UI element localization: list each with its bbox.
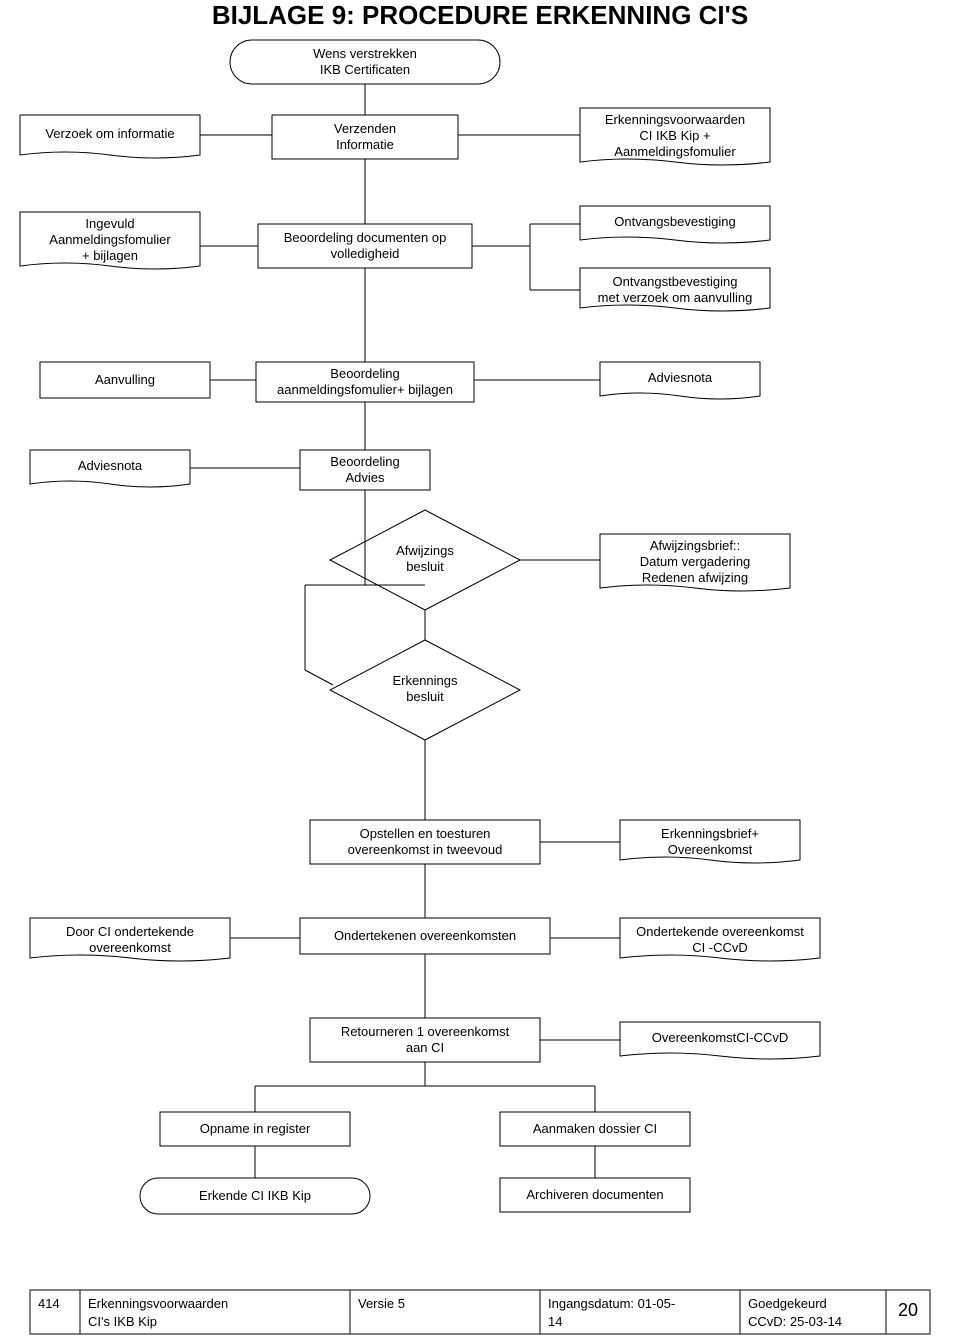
f-c32: 14: [548, 1314, 562, 1329]
row1-r2: CI IKB Kip +: [639, 128, 710, 143]
r7-r: OvereenkomstCI-CCvD: [652, 1030, 789, 1045]
r5-m1: Opstellen en toesturen: [360, 826, 491, 841]
r5-r1: Erkenningsbrief+: [661, 826, 759, 841]
doc-adviesnota: Adviesnota: [600, 362, 760, 399]
proc-beoordeling-advies: Beoordeling Advies: [300, 450, 430, 490]
proc-retourneren: Retourneren 1 overeenkomst aan CI: [310, 1018, 540, 1062]
dec2-l1: Erkennings: [392, 673, 458, 688]
start-l2: IKB Certificaten: [320, 62, 410, 77]
f-c42: CCvD: 25-03-14: [748, 1314, 842, 1329]
doc-erkenningsvoorwaarden: Erkenningsvoorwaarden CI IKB Kip + Aanme…: [580, 108, 770, 165]
r6-r2: CI -CCvD: [692, 940, 748, 955]
r9-r: Archiveren documenten: [526, 1187, 663, 1202]
r2-l2: Aanmeldingsfomulier: [49, 232, 171, 247]
f-c1b2: CI's IKB Kip: [88, 1314, 157, 1329]
r3-r: Adviesnota: [648, 370, 713, 385]
proc-beoordeling-documenten: Beoordeling documenten op volledigheid: [258, 224, 472, 268]
doc-overeenkomst-ci-ccvd: OvereenkomstCI-CCvD: [620, 1022, 820, 1059]
r4-m2: Advies: [345, 470, 385, 485]
proc-verzenden-informatie: Verzenden Informatie: [272, 115, 458, 159]
r5-r2: Overeenkomst: [668, 842, 753, 857]
dec1-l1: Afwijzings: [396, 543, 454, 558]
r3-m1: Beoordeling: [330, 366, 399, 381]
r2-r1: Ontvangsbevestiging: [614, 214, 735, 229]
footer-table: 414 Erkenningsvoorwaarden CI's IKB Kip V…: [30, 1290, 930, 1334]
r6-m: Ondertekenen overeenkomsten: [334, 928, 516, 943]
proc-aanvulling: Aanvulling: [40, 362, 210, 398]
doc-ontvangstbevestiging-aanvulling: Ontvangstbevestiging met verzoek om aanv…: [580, 268, 770, 311]
decision-erkennings: Erkennings besluit: [330, 640, 520, 740]
rej-l3: Redenen afwijzing: [642, 570, 748, 585]
f-c41: Goedgekeurd: [748, 1296, 827, 1311]
start-l1: Wens verstrekken: [313, 46, 417, 61]
row1-mid2: Informatie: [336, 137, 394, 152]
row1-r1: Erkenningsvoorwaarden: [605, 112, 745, 127]
proc-opstellen-toesturen: Opstellen en toesturen overeenkomst in t…: [310, 820, 540, 864]
doc-erkenningsbrief: Erkenningsbrief+ Overeenkomst: [620, 820, 800, 863]
row1-r3: Aanmeldingsfomulier: [614, 144, 736, 159]
r4-m1: Beoordeling: [330, 454, 399, 469]
f-c5: 20: [898, 1300, 918, 1320]
r2-m1: Beoordeling documenten op: [284, 230, 447, 245]
doc-adviesnota-2: Adviesnota: [30, 450, 190, 487]
proc-archiveren: Archiveren documenten: [500, 1178, 690, 1212]
r5-m2: overeenkomst in tweevoud: [348, 842, 503, 857]
r4-l: Adviesnota: [78, 458, 143, 473]
f-c1a: 414: [38, 1296, 60, 1311]
dec2-l2: besluit: [406, 689, 444, 704]
doc-ondertekende-ci-ccvd: Ondertekende overeenkomst CI -CCvD: [620, 918, 820, 961]
r2-l3: + bijlagen: [82, 248, 138, 263]
proc-ondertekenen: Ondertekenen overeenkomsten: [300, 918, 550, 954]
r8-l: Opname in register: [200, 1121, 311, 1136]
r3-m2: aanmeldingsfomulier+ bijlagen: [277, 382, 453, 397]
r2-r2a: Ontvangstbevestiging: [612, 274, 737, 289]
r9-l: Erkende CI IKB Kip: [199, 1188, 311, 1203]
doc-door-ci-ondertekende: Door CI ondertekende overeenkomst: [30, 918, 230, 961]
decision-afwijzings: Afwijzings besluit: [330, 510, 520, 610]
f-c31: Ingangsdatum: 01-05-: [548, 1296, 675, 1311]
r6-r1: Ondertekende overeenkomst: [636, 924, 804, 939]
proc-opname-register: Opname in register: [160, 1112, 350, 1146]
page-title: BIJLAGE 9: PROCEDURE ERKENNING CI'S: [212, 0, 748, 30]
r2-r2b: met verzoek om aanvulling: [598, 290, 753, 305]
doc-ontvangsbevestiging: Ontvangsbevestiging: [580, 206, 770, 243]
r7-m1: Retourneren 1 overeenkomst: [341, 1024, 510, 1039]
dec1-l2: besluit: [406, 559, 444, 574]
r8-r: Aanmaken dossier CI: [533, 1121, 657, 1136]
rej-l2: Datum vergadering: [640, 554, 751, 569]
proc-aanmaken-dossier: Aanmaken dossier CI: [500, 1112, 690, 1146]
r2-l1: Ingevuld: [85, 216, 134, 231]
doc-verzoek-informatie: Verzoek om informatie: [20, 115, 200, 158]
r6-l1: Door CI ondertekende: [66, 924, 194, 939]
doc-afwijzingsbrief: Afwijzingsbrief:: Datum vergadering Rede…: [600, 534, 790, 591]
f-c2: Versie 5: [358, 1296, 405, 1311]
r7-m2: aan CI: [406, 1040, 444, 1055]
flowchart-svg: BIJLAGE 9: PROCEDURE ERKENNING CI'S Wens…: [0, 0, 960, 1342]
rej-l1: Afwijzingsbrief::: [650, 538, 740, 553]
node-start: Wens verstrekken IKB Certificaten: [230, 40, 500, 84]
r2-m2: volledigheid: [331, 246, 400, 261]
row1-left: Verzoek om informatie: [45, 126, 174, 141]
row1-mid1: Verzenden: [334, 121, 396, 136]
doc-ingevuld-aanmelding: Ingevuld Aanmeldingsfomulier + bijlagen: [20, 212, 200, 269]
f-c1b1: Erkenningsvoorwaarden: [88, 1296, 228, 1311]
proc-beoordeling-aanmelding: Beoordeling aanmeldingsfomulier+ bijlage…: [256, 362, 474, 402]
term-erkende-ci: Erkende CI IKB Kip: [140, 1178, 370, 1214]
r3-l: Aanvulling: [95, 372, 155, 387]
r6-l2: overeenkomst: [89, 940, 171, 955]
